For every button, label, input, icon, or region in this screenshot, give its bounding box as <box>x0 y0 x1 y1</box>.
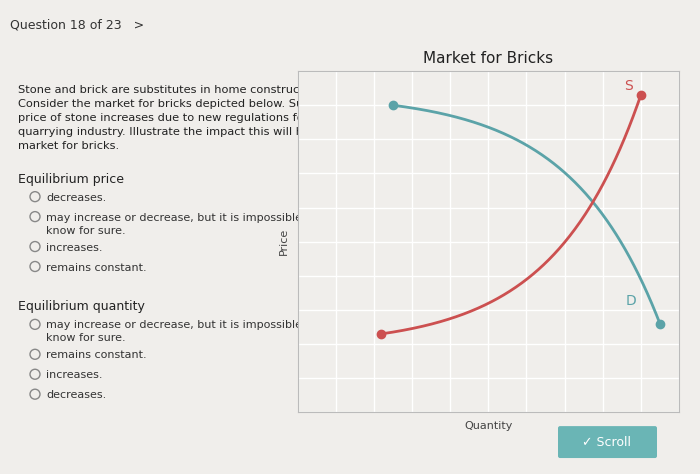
Text: D: D <box>626 294 636 308</box>
Text: Stone and brick are substitutes in home construction.: Stone and brick are substitutes in home … <box>18 85 325 95</box>
Text: know for sure.: know for sure. <box>46 333 125 343</box>
Text: know for sure.: know for sure. <box>46 226 125 236</box>
Text: increases.: increases. <box>46 370 102 380</box>
Text: price of stone increases due to new regulations for the stone: price of stone increases due to new regu… <box>18 113 366 123</box>
Text: S: S <box>624 79 632 93</box>
Text: Price: Price <box>279 228 288 255</box>
Text: market for bricks.: market for bricks. <box>18 141 119 151</box>
Text: remains constant.: remains constant. <box>46 350 146 360</box>
X-axis label: Quantity: Quantity <box>464 421 512 431</box>
Text: quarrying industry. Illustrate the impact this will have on the: quarrying industry. Illustrate the impac… <box>18 127 364 137</box>
Text: decreases.: decreases. <box>46 390 106 400</box>
Text: decreases.: decreases. <box>46 192 106 203</box>
Text: remains constant.: remains constant. <box>46 263 146 273</box>
Text: Consider the market for bricks depicted below. Suppose the: Consider the market for bricks depicted … <box>18 99 360 109</box>
Text: may increase or decrease, but it is impossible to: may increase or decrease, but it is impo… <box>46 213 316 223</box>
Text: Equilibrium price: Equilibrium price <box>18 173 124 186</box>
FancyBboxPatch shape <box>558 426 657 458</box>
Text: Question 18 of 23   >: Question 18 of 23 > <box>10 18 145 31</box>
Text: ✓ Scroll: ✓ Scroll <box>582 436 631 448</box>
Title: Market for Bricks: Market for Bricks <box>424 51 553 66</box>
Text: may increase or decrease, but it is impossible to: may increase or decrease, but it is impo… <box>46 320 316 330</box>
Text: Equilibrium quantity: Equilibrium quantity <box>18 301 145 313</box>
Text: increases.: increases. <box>46 243 102 253</box>
